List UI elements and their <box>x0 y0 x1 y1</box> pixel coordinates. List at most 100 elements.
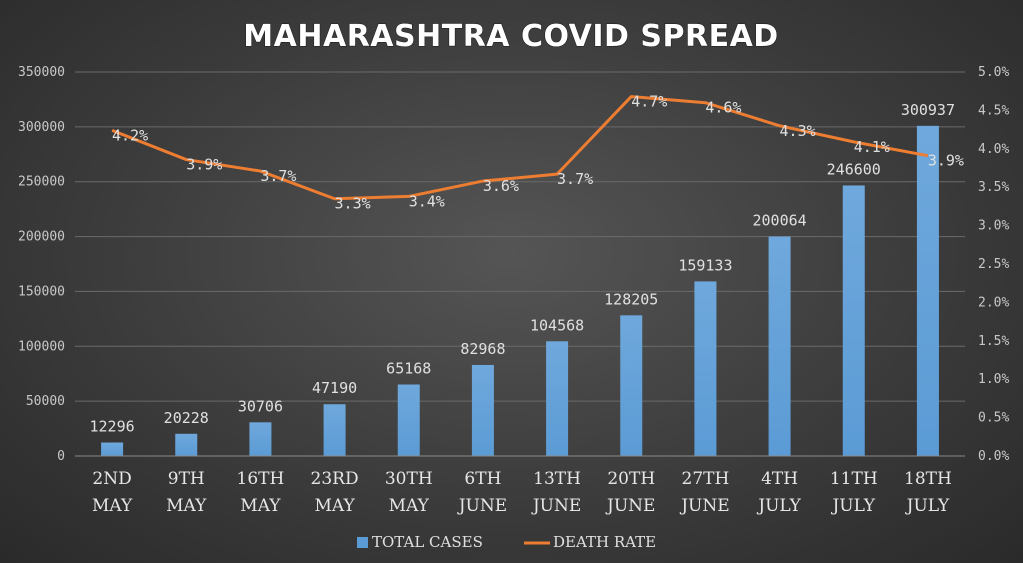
x-tick-label: 11TH JULY <box>830 469 878 516</box>
bar <box>916 125 939 457</box>
legend-label-death-rate: DEATH RATE <box>553 533 656 551</box>
line-data-label: 3.9% <box>928 152 964 170</box>
x-tick-label: 23RD MAY <box>311 469 359 516</box>
left-tick-label: 200000 <box>18 230 65 245</box>
x-tick-label: 27TH JUNE <box>679 469 729 516</box>
left-tick-label: 50000 <box>26 394 65 409</box>
bar-data-label: 300937 <box>901 101 955 119</box>
right-tick-label: 0.5% <box>978 411 1009 426</box>
x-tick-label-line: JUNE <box>679 496 729 516</box>
x-tick-label: 20TH JUNE <box>605 469 655 516</box>
right-tick-label: 1.0% <box>978 372 1009 387</box>
x-tick-label-line: 30TH <box>385 469 433 489</box>
x-tick-label: 30TH MAY <box>385 469 433 516</box>
bar-data-label: 82968 <box>460 340 505 358</box>
bar <box>101 442 124 456</box>
bar-data-label: 104568 <box>530 316 584 334</box>
x-tick-label-line: MAY <box>240 496 281 516</box>
x-tick-label-line: 11TH <box>830 469 878 489</box>
bar-data-label: 128205 <box>604 290 658 308</box>
bar-data-label: 65168 <box>386 360 431 378</box>
death-rate-line <box>111 95 929 201</box>
line-data-label: 4.1% <box>854 138 890 156</box>
x-tick-label: 9TH MAY <box>166 469 207 516</box>
x-tick-label-line: 13TH <box>533 469 581 489</box>
right-tick-label: 3.0% <box>978 219 1009 234</box>
bar <box>249 422 272 456</box>
line-data-label: 3.7% <box>557 170 593 188</box>
right-tick-label: 2.5% <box>978 257 1009 272</box>
x-tick-label: 18TH JULY <box>904 469 952 516</box>
left-tick-label: 0 <box>57 449 65 464</box>
bar <box>694 281 717 456</box>
x-tick-label: 16TH MAY <box>237 469 285 516</box>
left-tick-label: 250000 <box>18 175 65 190</box>
x-tick-label-line: 16TH <box>237 469 285 489</box>
left-tick-label: 350000 <box>18 65 65 80</box>
x-tick-label-line: 20TH <box>607 469 655 489</box>
right-tick-label: 2.0% <box>978 295 1009 310</box>
x-tick-label: 13TH JUNE <box>531 469 581 516</box>
x-tick-label-line: JULY <box>905 496 950 516</box>
line-series-death-rate <box>111 95 929 201</box>
x-tick-label-line: MAY <box>389 496 430 516</box>
x-axis: 2ND MAY 9TH MAY 16TH MAY 23RD MAY 30TH MAY 6TH JUNE… <box>75 455 965 516</box>
x-tick-label-line: 4TH <box>761 469 798 489</box>
bar <box>768 236 791 456</box>
x-tick-label-line: 23RD <box>311 469 359 489</box>
x-tick-label-line: JUNE <box>457 496 507 516</box>
bar-series-total-cases <box>101 125 939 457</box>
legend[interactable]: TOTAL CASES DEATH RATE <box>357 533 656 551</box>
bar-data-label: 47190 <box>312 379 357 397</box>
x-tick-label-line: 9TH <box>168 469 205 489</box>
gridlines <box>75 71 965 457</box>
x-tick-label: 6TH JUNE <box>457 469 507 516</box>
bar <box>397 384 420 456</box>
right-tick-label: 4.5% <box>978 103 1009 118</box>
bar <box>323 404 346 456</box>
bar <box>175 433 198 456</box>
line-data-label: 3.6% <box>483 177 519 195</box>
line-data-label: 3.3% <box>335 195 371 213</box>
line-data-labels: 4.2% 3.9% 3.7% 3.3% 3.4% 3.6% 3.7% 4.7% 4.6% 4.3%… <box>112 93 964 213</box>
line-data-label: 3.7% <box>260 167 296 185</box>
x-tick-label-line: MAY <box>166 496 207 516</box>
bar-data-label: 246600 <box>827 160 881 178</box>
right-tick-label: 1.5% <box>978 334 1009 349</box>
x-tick-label-line: 6TH <box>464 469 501 489</box>
right-tick-label: 3.5% <box>978 180 1009 195</box>
x-tick-label-line: 27TH <box>682 469 730 489</box>
bar <box>620 315 643 456</box>
bar <box>842 185 865 456</box>
left-tick-label: 150000 <box>18 284 65 299</box>
left-tick-label: 300000 <box>18 120 65 135</box>
right-tick-label: 0.0% <box>978 449 1009 464</box>
bar <box>471 364 494 456</box>
x-tick-label-line: 18TH <box>904 469 952 489</box>
legend-label-total-cases: TOTAL CASES <box>372 533 483 551</box>
chart-title: MAHARASHTRA COVID SPREAD <box>243 19 778 54</box>
line-data-label: 4.2% <box>112 126 148 144</box>
x-tick-label-line: JUNE <box>531 496 581 516</box>
right-tick-label: 5.0% <box>978 65 1009 80</box>
left-tick-label: 100000 <box>18 339 65 354</box>
right-axis: 0.0% 0.5% 1.0% 1.5% 2.0% 2.5% 3.0% 3.5% 4.0% 4.5%… <box>978 65 1009 464</box>
line-data-label: 4.7% <box>631 93 667 111</box>
line-data-label: 4.6% <box>705 99 741 117</box>
line-data-label: 3.9% <box>186 156 222 174</box>
x-tick-label: 2ND MAY <box>92 469 133 516</box>
bar-data-labels: 12296 20228 30706 47190 65168 82968 104568 1282… <box>90 101 956 436</box>
x-tick-label-line: 2ND <box>92 469 131 489</box>
bar-data-label: 12296 <box>90 418 135 436</box>
line-data-label: 3.4% <box>409 192 445 210</box>
x-tick-label-line: MAY <box>92 496 133 516</box>
x-tick-label-line: JULY <box>756 496 801 516</box>
left-axis: 0 50000 100000 150000 200000 250000 300000 3500… <box>18 65 65 464</box>
right-tick-label: 4.0% <box>978 142 1009 157</box>
x-tick-label-line: JUNE <box>605 496 655 516</box>
x-tick-label-line: MAY <box>314 496 355 516</box>
x-tick-label: 4TH JULY <box>756 469 801 516</box>
line-data-label: 4.3% <box>780 122 816 140</box>
bar-data-label: 20228 <box>164 409 209 427</box>
